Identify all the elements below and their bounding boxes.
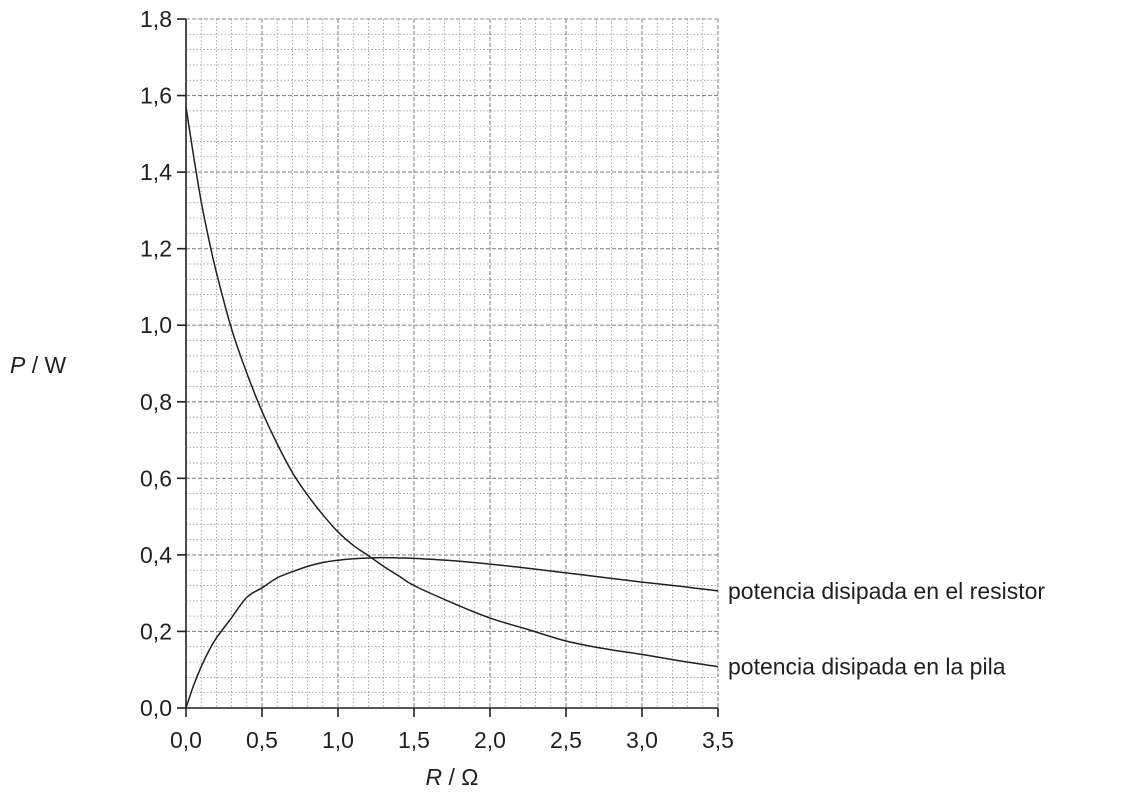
series-line-resistor (185, 556, 719, 709)
x-tick-label: 3,0 (626, 727, 658, 753)
y-tick-label: 0,4 (140, 542, 172, 568)
x-axis-label-symbol: R (426, 764, 443, 790)
axis-labels: potencia disipada en el resistor potencia… (10, 352, 1045, 790)
y-tick-label: 1,8 (140, 6, 172, 32)
y-tick-label: 0,0 (140, 695, 172, 721)
y-tick-label: 0,6 (140, 465, 172, 491)
x-tick-label: 3,5 (702, 727, 734, 753)
y-tick-label: 0,8 (140, 389, 172, 415)
x-tick-label: 2,5 (550, 727, 582, 753)
x-tick-label: 1,5 (398, 727, 430, 753)
chart-series (185, 106, 719, 709)
y-tick-label: 1,0 (140, 312, 172, 338)
y-tick-label: 0,2 (140, 618, 172, 644)
y-axis-label-symbol: P (10, 352, 26, 378)
x-axis-label: R / Ω (426, 764, 479, 790)
x-tick-label: 2,0 (474, 727, 506, 753)
chart-grid (186, 18, 719, 708)
y-tick-label: 1,2 (140, 236, 172, 262)
series-label-pila: potencia disipada en la pila (728, 654, 1006, 680)
series-line-pila (185, 106, 719, 668)
x-tick-label: 0,0 (170, 727, 202, 753)
y-tick-label: 1,4 (140, 159, 172, 185)
series-label-resistor: potencia disipada en el resistor (728, 578, 1045, 604)
x-axis-label-unit: / Ω (442, 764, 478, 790)
y-tick-label: 1,6 (140, 83, 172, 109)
y-axis-label-unit: / W (25, 352, 66, 378)
x-tick-label: 0,5 (246, 727, 278, 753)
chart-axes (177, 18, 719, 717)
y-axis-label: P / W (10, 352, 67, 378)
x-tick-label: 1,0 (322, 727, 354, 753)
tick-labels: 0,0 0,2 0,4 0,6 0,8 1,0 1,2 1,4 1,6 1,8 0,0 0,5 1,0 1… (140, 6, 734, 753)
